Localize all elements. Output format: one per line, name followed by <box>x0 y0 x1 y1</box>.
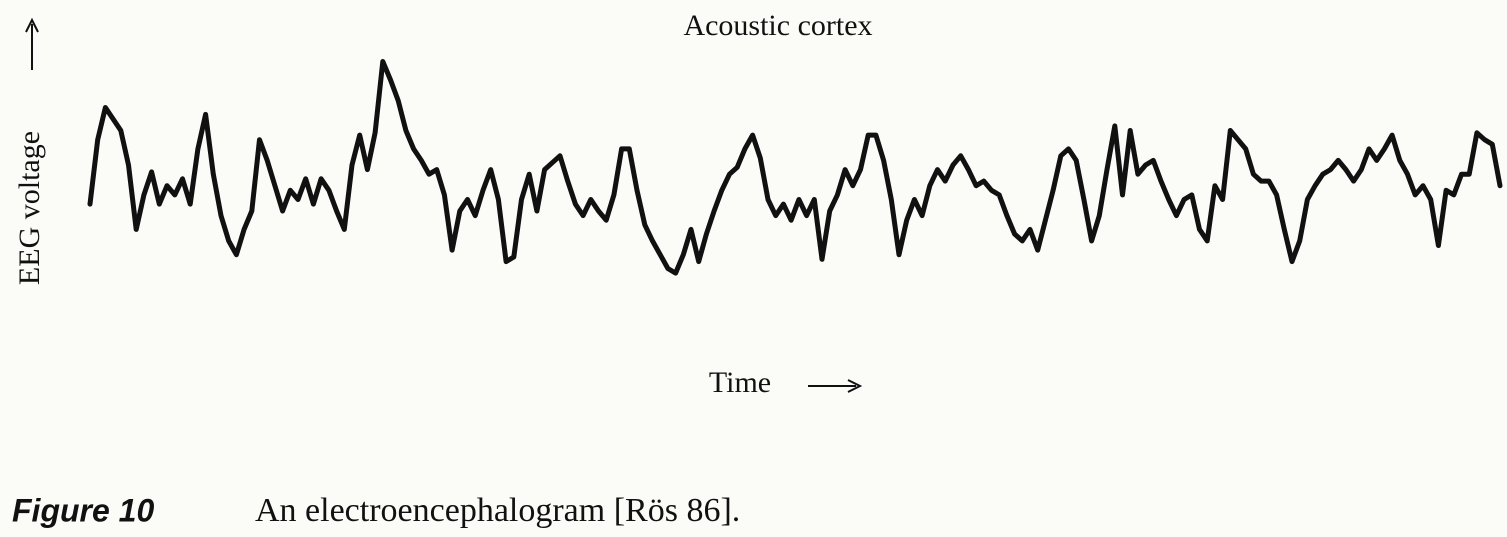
x-axis-label: Time <box>709 366 771 399</box>
figure-label: Figure 10 <box>12 492 154 528</box>
y-axis-label: EEG voltage <box>13 131 46 285</box>
y-axis-label-group: EEG voltage <box>13 17 46 285</box>
chart-title: Acoustic cortex <box>683 9 872 42</box>
caption: An electroencephalogram [Rös 86]. <box>255 492 740 529</box>
y-arrowhead <box>25 17 39 33</box>
eeg-trace <box>87 59 1503 276</box>
x-arrowhead <box>847 379 863 393</box>
x-axis-label-group: Time <box>709 366 863 399</box>
